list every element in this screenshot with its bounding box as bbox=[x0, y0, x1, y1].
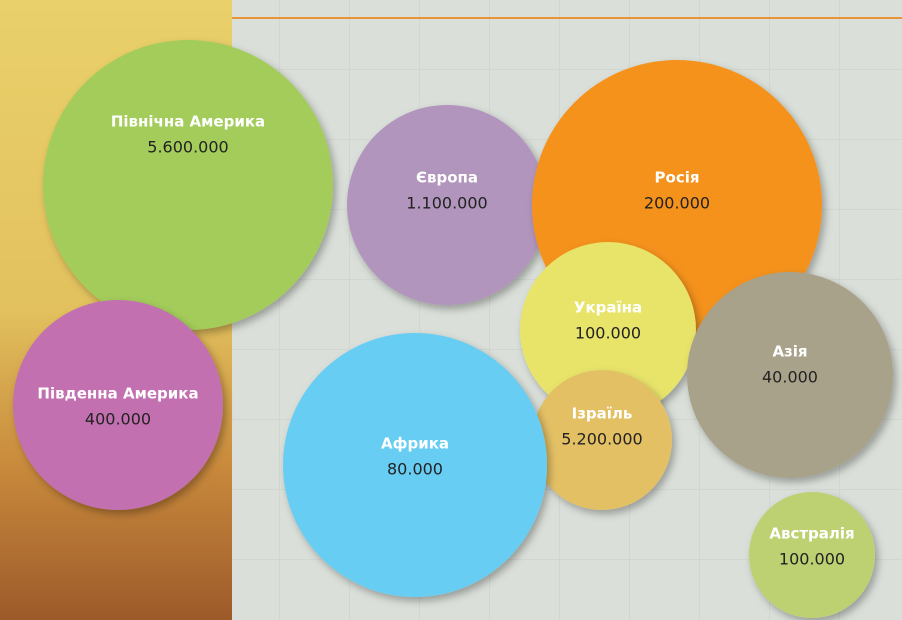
page: Північна Америка 5.600.000 Європа 1.100.000… bbox=[0, 0, 902, 620]
diagram: Північна Америка 5.600.000 Європа 1.100.000… bbox=[0, 0, 902, 620]
bubble-value: 1.100.000 bbox=[406, 194, 487, 213]
bubble-value: 100.000 bbox=[779, 550, 845, 569]
bubble-value: 40.000 bbox=[762, 368, 818, 387]
bubble-label: Південна Америка bbox=[37, 385, 198, 403]
bubble-value: 5.600.000 bbox=[147, 138, 228, 157]
bubble-label: Австралія bbox=[769, 525, 854, 543]
bubble bbox=[13, 300, 223, 510]
bubble-value: 200.000 bbox=[644, 194, 710, 213]
bubble-label: Європа bbox=[416, 169, 478, 187]
bubble-value: 5.200.000 bbox=[561, 430, 642, 449]
bubble-label: Ізраїль bbox=[572, 405, 633, 423]
bubble-value: 400.000 bbox=[85, 410, 151, 429]
bubble-value: 100.000 bbox=[575, 324, 641, 343]
bubble-label: Росія bbox=[655, 169, 700, 187]
bubble-label: Африка bbox=[381, 435, 449, 453]
bubble bbox=[43, 40, 333, 330]
bubble-label: Північна Америка bbox=[111, 113, 265, 131]
bubble-label: Азія bbox=[772, 343, 807, 361]
bubble-label: Україна bbox=[574, 299, 642, 317]
bubble-value: 80.000 bbox=[387, 460, 443, 479]
